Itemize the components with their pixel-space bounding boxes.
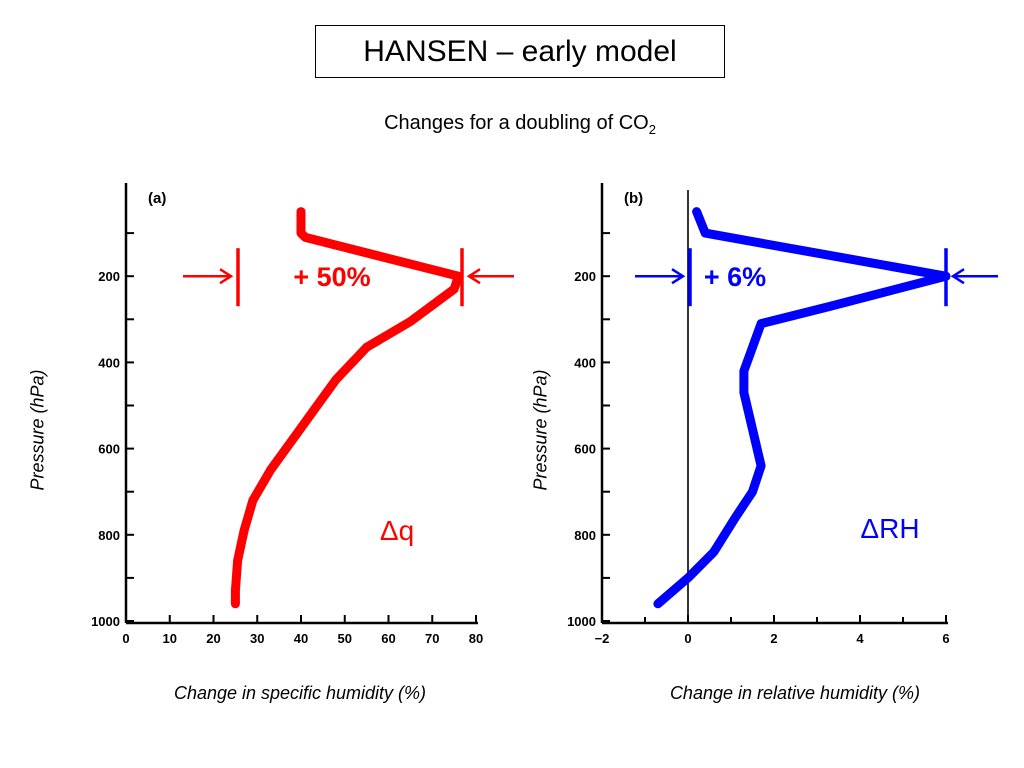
x-tick-label-b: 0 bbox=[684, 631, 691, 646]
x-tick-label-a: 20 bbox=[206, 631, 220, 646]
slide-title-text: HANSEN – early model bbox=[363, 34, 677, 68]
slide-title: HANSEN – early model bbox=[315, 25, 725, 78]
x-tick-label-a: 60 bbox=[381, 631, 395, 646]
xlabel-b: Change in relative humidity (%) bbox=[669, 683, 921, 703]
x-tick-label-b: −2 bbox=[595, 631, 610, 646]
y-tick-label-b: 200 bbox=[574, 269, 596, 284]
y-tick-label-b: 600 bbox=[574, 442, 596, 457]
x-tick-label-b: 6 bbox=[942, 631, 949, 646]
annotation-arrowhead-left-a bbox=[219, 268, 234, 285]
y-tick-label-b: 1000 bbox=[567, 614, 596, 629]
slide-subtitle: Changes for a doubling of CO2 bbox=[0, 112, 1024, 137]
x-tick-label-a: 70 bbox=[425, 631, 439, 646]
ylabel-a: Pressure (hPa) bbox=[27, 369, 48, 491]
x-tick-label-a: 30 bbox=[250, 631, 264, 646]
x-tick-label-a: 80 bbox=[469, 631, 483, 646]
subtitle-text: Changes for a doubling of CO bbox=[384, 112, 649, 134]
x-tick-label-b: 4 bbox=[856, 631, 864, 646]
y-tick-label-b: 800 bbox=[574, 528, 596, 543]
y-tick-label-b: 400 bbox=[574, 355, 596, 370]
ylabel-b: Pressure (hPa) bbox=[530, 369, 551, 491]
x-tick-label-a: 40 bbox=[294, 631, 308, 646]
annotation-text-b: + 6% bbox=[704, 262, 766, 292]
series-line-a bbox=[230, 207, 463, 609]
annotation-arrowhead-right-b bbox=[950, 268, 965, 285]
x-tick-label-b: 2 bbox=[770, 631, 777, 646]
x-tick-label-a: 50 bbox=[338, 631, 352, 646]
x-tick-label-a: 0 bbox=[122, 631, 129, 646]
series-line-b bbox=[653, 207, 951, 609]
x-tick-label-a: 10 bbox=[163, 631, 177, 646]
y-tick-label-a: 1000 bbox=[91, 614, 120, 629]
panel-label-a: (a) bbox=[148, 190, 166, 207]
y-tick-label-a: 800 bbox=[98, 528, 120, 543]
y-tick-label-a: 200 bbox=[98, 269, 120, 284]
panel-label-b: (b) bbox=[624, 190, 643, 207]
series-label-a: Δq bbox=[380, 515, 414, 546]
y-tick-label-a: 600 bbox=[98, 442, 120, 457]
y-tick-label-a: 400 bbox=[98, 355, 120, 370]
annotation-arrowhead-left-b bbox=[671, 268, 686, 285]
series-label-b: ΔRH bbox=[860, 513, 919, 544]
subtitle-subscript: 2 bbox=[648, 122, 656, 137]
annotation-arrowhead-right-a bbox=[466, 268, 481, 285]
annotation-text-a: + 50% bbox=[293, 262, 370, 292]
xlabel-a: Change in specific humidity (%) bbox=[173, 683, 427, 703]
